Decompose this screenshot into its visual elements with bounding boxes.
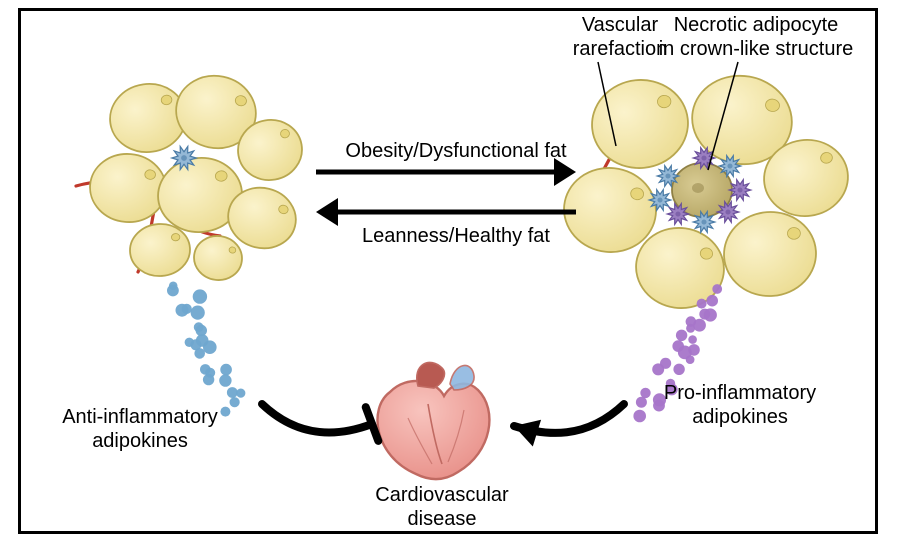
label-pro-inflammatory: Pro-inflammatory adipokines bbox=[630, 382, 850, 429]
diagram-frame bbox=[18, 8, 878, 534]
label-obesity: Obesity/Dysfunctional fat bbox=[306, 140, 606, 164]
label-anti-inflammatory: Anti-inflammatory adipokines bbox=[40, 406, 240, 453]
label-leanness: Leanness/Healthy fat bbox=[306, 225, 606, 249]
label-necrotic-adipocyte: Necrotic adipocyte in crown-like structu… bbox=[636, 14, 876, 61]
label-cardiovascular: Cardiovascular disease bbox=[332, 484, 552, 531]
